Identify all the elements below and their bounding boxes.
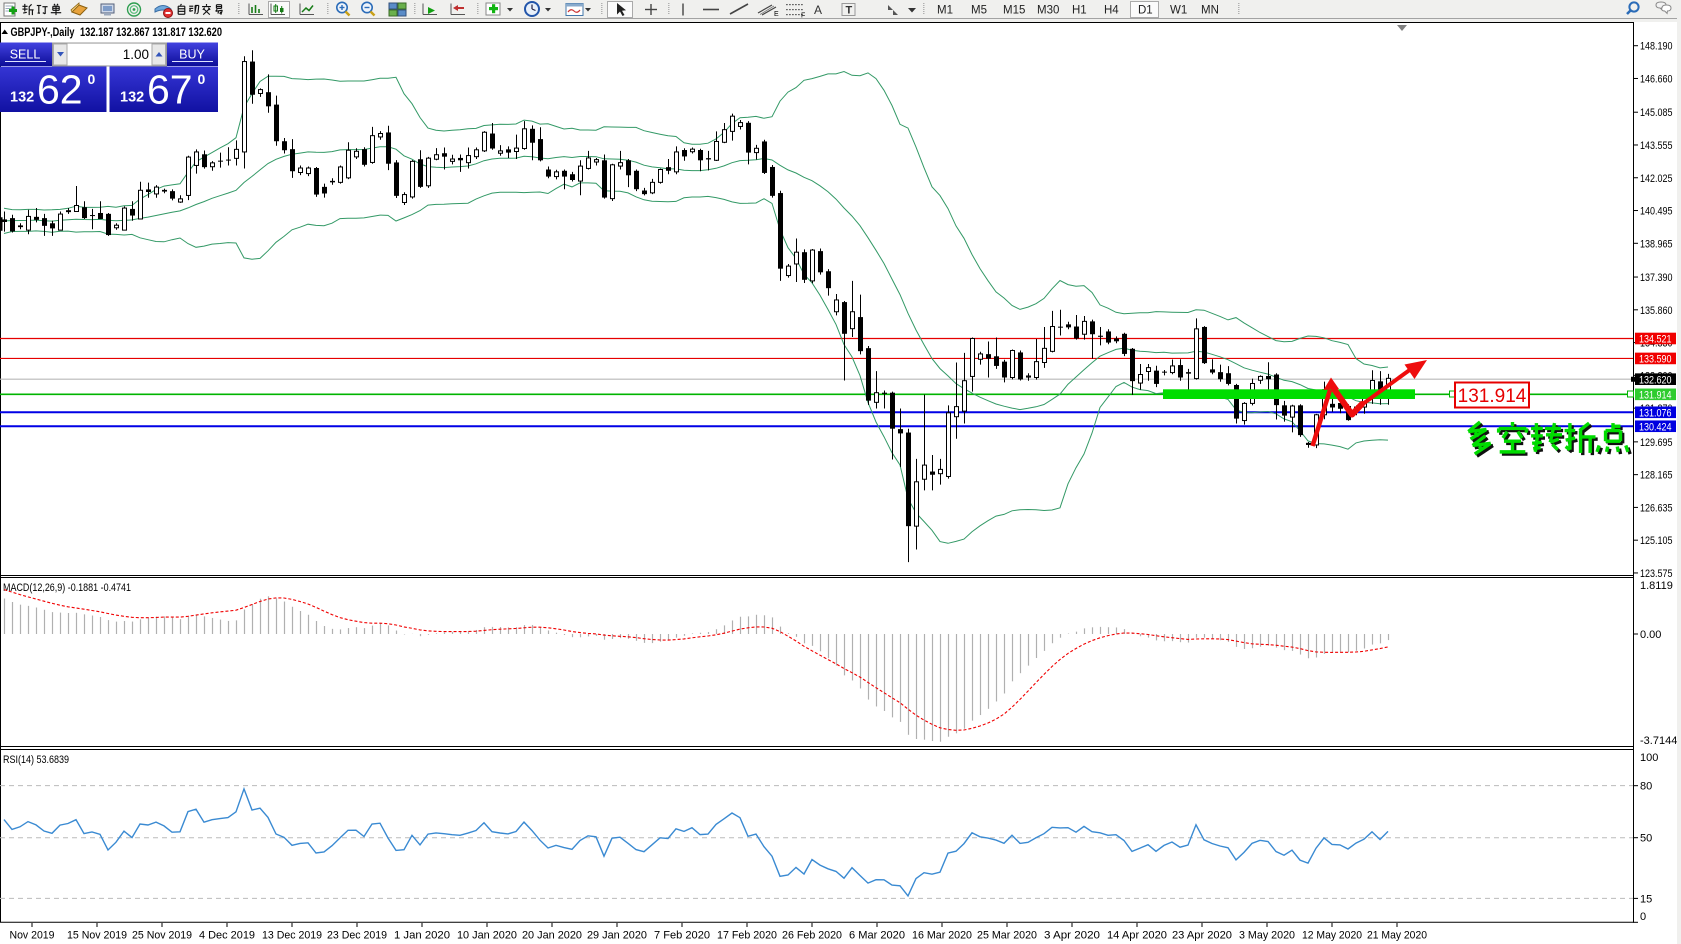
svg-text:7 Feb 2020: 7 Feb 2020 (654, 930, 710, 942)
svg-text:M5: M5 (971, 5, 987, 17)
svg-text:100: 100 (1640, 752, 1658, 764)
svg-text:21 May 2020: 21 May 2020 (1367, 930, 1427, 942)
svg-text:12 May 2020: 12 May 2020 (1302, 930, 1362, 942)
svg-text:4 Dec 2019: 4 Dec 2019 (199, 930, 255, 942)
svg-text:1 Jan 2020: 1 Jan 2020 (394, 930, 450, 942)
svg-text:131.914: 131.914 (1458, 386, 1527, 407)
svg-text:123.575: 123.575 (1640, 568, 1673, 580)
svg-text:143.555: 143.555 (1640, 140, 1673, 152)
svg-text:0: 0 (198, 71, 206, 87)
svg-text:131.076: 131.076 (1639, 407, 1672, 419)
svg-text:132.187 132.867 131.817 132.62: 132.187 132.867 131.817 132.620 (80, 25, 222, 39)
svg-text:F: F (801, 13, 805, 20)
svg-text:132: 132 (10, 90, 34, 106)
svg-text:142.025: 142.025 (1640, 173, 1673, 185)
svg-text:3 Apr 2020: 3 Apr 2020 (1044, 930, 1100, 942)
svg-text:17 Feb 2020: 17 Feb 2020 (717, 930, 777, 942)
svg-text:132: 132 (120, 90, 144, 106)
svg-text:140.495: 140.495 (1640, 206, 1673, 218)
svg-text:23 Apr 2020: 23 Apr 2020 (1172, 930, 1232, 942)
svg-text:6 Mar 2020: 6 Mar 2020 (849, 930, 905, 942)
svg-text:15 Nov 2019: 15 Nov 2019 (67, 930, 127, 942)
svg-text:62: 62 (37, 67, 83, 113)
svg-text:145.085: 145.085 (1640, 107, 1673, 119)
svg-text:132.620: 132.620 (1639, 374, 1672, 386)
svg-text:W1: W1 (1170, 5, 1187, 17)
svg-text:25 Nov 2019: 25 Nov 2019 (132, 930, 192, 942)
svg-text:Nov 2019: Nov 2019 (10, 930, 55, 942)
svg-text:M1: M1 (937, 5, 953, 17)
svg-text:20 Jan 2020: 20 Jan 2020 (522, 930, 582, 942)
svg-text:50: 50 (1640, 833, 1652, 845)
svg-text:D1: D1 (1138, 5, 1153, 17)
svg-text:1.8119: 1.8119 (1640, 580, 1673, 592)
svg-text:0: 0 (1640, 911, 1646, 923)
svg-text:13 Dec 2019: 13 Dec 2019 (262, 930, 322, 942)
svg-text:0.00: 0.00 (1640, 629, 1661, 641)
svg-text:133.590: 133.590 (1639, 354, 1672, 366)
svg-text:134.521: 134.521 (1639, 334, 1672, 346)
svg-text:23 Dec 2019: 23 Dec 2019 (327, 930, 387, 942)
svg-text:MACD(12,26,9) -0.1881 -0.4741: MACD(12,26,9) -0.1881 -0.4741 (3, 582, 131, 594)
svg-text:125.105: 125.105 (1640, 535, 1673, 547)
svg-text:3 May 2020: 3 May 2020 (1239, 930, 1295, 942)
svg-text:M30: M30 (1037, 5, 1059, 17)
svg-text:H1: H1 (1072, 5, 1087, 17)
svg-text:SELL: SELL (10, 48, 41, 62)
svg-text:146.660: 146.660 (1640, 73, 1673, 85)
svg-text:E: E (774, 11, 779, 18)
svg-text:137.390: 137.390 (1640, 272, 1673, 284)
svg-text:MN: MN (1201, 5, 1219, 17)
svg-text:130.424: 130.424 (1639, 421, 1672, 433)
svg-text:-3.7144: -3.7144 (1640, 735, 1677, 747)
svg-text:138.965: 138.965 (1640, 238, 1673, 250)
svg-text:16 Mar 2020: 16 Mar 2020 (912, 930, 972, 942)
svg-text:T: T (846, 5, 853, 17)
svg-text:0: 0 (88, 71, 96, 87)
svg-text:15: 15 (1640, 893, 1652, 905)
svg-text:80: 80 (1640, 781, 1652, 793)
svg-text:128.165: 128.165 (1640, 470, 1673, 482)
svg-text:A: A (814, 3, 822, 17)
svg-text:129.695: 129.695 (1640, 437, 1673, 449)
svg-text:29 Jan 2020: 29 Jan 2020 (587, 930, 647, 942)
svg-text:1.00: 1.00 (123, 47, 149, 62)
svg-text:H4: H4 (1104, 5, 1119, 17)
svg-text:BUY: BUY (179, 48, 205, 62)
svg-text:14 Apr 2020: 14 Apr 2020 (1107, 930, 1167, 942)
svg-text:10 Jan 2020: 10 Jan 2020 (457, 930, 517, 942)
svg-text:131.914: 131.914 (1639, 390, 1672, 402)
svg-text:148.190: 148.190 (1640, 41, 1673, 53)
svg-text:M15: M15 (1003, 5, 1025, 17)
svg-text:67: 67 (147, 67, 193, 113)
svg-text:RSI(14) 53.6839: RSI(14) 53.6839 (3, 754, 69, 766)
svg-text:135.860: 135.860 (1640, 305, 1673, 317)
svg-text:25 Mar 2020: 25 Mar 2020 (977, 930, 1037, 942)
svg-text:26 Feb 2020: 26 Feb 2020 (782, 930, 842, 942)
svg-text:GBPJPY-,Daily: GBPJPY-,Daily (11, 25, 75, 39)
svg-text:126.635: 126.635 (1640, 502, 1673, 514)
